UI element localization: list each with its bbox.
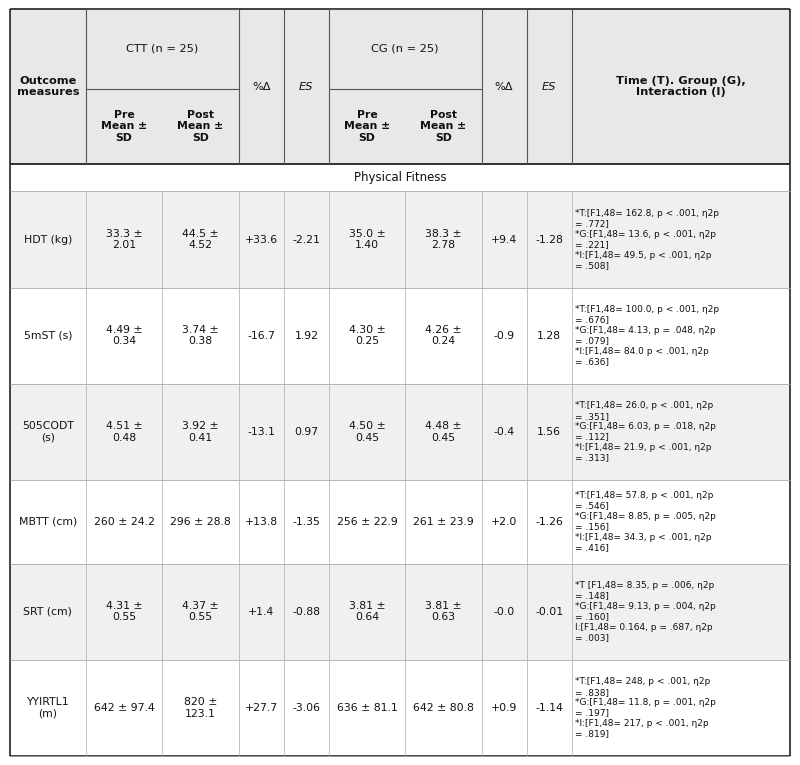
- Text: 3.74 ±
0.38: 3.74 ± 0.38: [182, 325, 218, 347]
- Text: +1.4: +1.4: [248, 607, 274, 617]
- Text: +33.6: +33.6: [245, 235, 278, 245]
- Text: MBTT (cm): MBTT (cm): [18, 516, 77, 527]
- Text: *T:[F1,48= 100.0, p < .001, η2p
= .676]
*G:[F1,48= 4.13, p = .048, η2p
= .079]
*: *T:[F1,48= 100.0, p < .001, η2p = .676] …: [575, 305, 719, 366]
- Bar: [10, 384, 790, 480]
- Text: *T:[F1,48= 57.8, p < .001, η2p
= .546]
*G:[F1,48= 8.85, p = .005, η2p
= .156]
*I: *T:[F1,48= 57.8, p < .001, η2p = .546] *…: [575, 491, 716, 552]
- Text: %Δ: %Δ: [495, 82, 514, 92]
- Text: 4.48 ±
0.45: 4.48 ± 0.45: [425, 421, 462, 443]
- Text: 256 ± 22.9: 256 ± 22.9: [337, 516, 398, 527]
- Text: YYIRTL1
(m): YYIRTL1 (m): [26, 697, 69, 718]
- Text: 3.92 ±
0.41: 3.92 ± 0.41: [182, 421, 218, 443]
- Text: ES: ES: [542, 82, 557, 92]
- Text: 642 ± 97.4: 642 ± 97.4: [94, 703, 154, 713]
- Text: *T [F1,48= 8.35, p = .006, η2p
= .148]
*G:[F1,48= 9.13, p = .004, η2p
= .160]
I:: *T [F1,48= 8.35, p = .006, η2p = .148] *…: [575, 581, 716, 642]
- Bar: [10, 191, 790, 288]
- Text: 1.28: 1.28: [538, 330, 562, 340]
- Text: 4.31 ±
0.55: 4.31 ± 0.55: [106, 601, 142, 623]
- Text: +9.4: +9.4: [491, 235, 518, 245]
- Bar: [10, 564, 790, 659]
- Text: Physical Fitness: Physical Fitness: [354, 171, 446, 184]
- Text: -0.4: -0.4: [494, 427, 514, 437]
- Bar: [10, 288, 790, 384]
- Bar: [10, 164, 790, 191]
- Bar: [10, 480, 790, 564]
- Text: -3.06: -3.06: [292, 703, 320, 713]
- Text: -1.35: -1.35: [292, 516, 320, 527]
- Text: Time (T). Group (G),
Interaction (I): Time (T). Group (G), Interaction (I): [616, 76, 746, 97]
- Text: -2.21: -2.21: [292, 235, 320, 245]
- Text: -1.26: -1.26: [535, 516, 563, 527]
- Bar: [10, 9, 790, 164]
- Text: 4.26 ±
0.24: 4.26 ± 0.24: [425, 325, 462, 347]
- Text: +2.0: +2.0: [491, 516, 518, 527]
- Text: 3.81 ±
0.64: 3.81 ± 0.64: [349, 601, 386, 623]
- Text: 261 ± 23.9: 261 ± 23.9: [413, 516, 474, 527]
- Text: -0.0: -0.0: [494, 607, 514, 617]
- Text: 636 ± 81.1: 636 ± 81.1: [337, 703, 398, 713]
- Text: 4.37 ±
0.55: 4.37 ± 0.55: [182, 601, 218, 623]
- Text: %Δ: %Δ: [252, 82, 270, 92]
- Text: 35.0 ±
1.40: 35.0 ± 1.40: [349, 229, 386, 250]
- Text: HDT (kg): HDT (kg): [23, 235, 72, 245]
- Text: CG (n = 25): CG (n = 25): [371, 44, 439, 54]
- Text: 505CODT
(s): 505CODT (s): [22, 421, 74, 443]
- Text: 260 ± 24.2: 260 ± 24.2: [94, 516, 154, 527]
- Text: 38.3 ±
2.78: 38.3 ± 2.78: [425, 229, 462, 250]
- Text: *T:[F1,48= 26.0, p < .001, η2p
= .351]
*G:[F1,48= 6.03, p = .018, η2p
= .112]
*I: *T:[F1,48= 26.0, p < .001, η2p = .351] *…: [575, 402, 716, 462]
- Text: -0.9: -0.9: [494, 330, 514, 340]
- Text: 3.81 ±
0.63: 3.81 ± 0.63: [425, 601, 462, 623]
- Text: 0.97: 0.97: [294, 427, 318, 437]
- Text: 5mST (s): 5mST (s): [23, 330, 72, 340]
- Text: +13.8: +13.8: [245, 516, 278, 527]
- Text: *T:[F1,48= 162.8, p < .001, η2p
= .772]
*G:[F1,48= 13.6, p < .001, η2p
= .221]
*: *T:[F1,48= 162.8, p < .001, η2p = .772] …: [575, 209, 719, 270]
- Text: *T:[F1,48= 248, p < .001, η2p
= .838]
*G:[F1,48= 11.8, p = .001, η2p
= .197]
*I:: *T:[F1,48= 248, p < .001, η2p = .838] *G…: [575, 677, 716, 738]
- Text: -1.28: -1.28: [535, 235, 563, 245]
- Text: 1.56: 1.56: [538, 427, 562, 437]
- Text: Pre
Mean ±
SD: Pre Mean ± SD: [344, 109, 390, 143]
- Text: 4.50 ±
0.45: 4.50 ± 0.45: [349, 421, 386, 443]
- Text: SRT (cm): SRT (cm): [23, 607, 72, 617]
- Text: 4.30 ±
0.25: 4.30 ± 0.25: [349, 325, 386, 347]
- Text: Outcome
measures: Outcome measures: [17, 76, 79, 97]
- Text: CTT (n = 25): CTT (n = 25): [126, 44, 198, 54]
- Text: +0.9: +0.9: [491, 703, 518, 713]
- Text: 642 ± 80.8: 642 ± 80.8: [413, 703, 474, 713]
- Text: 33.3 ±
2.01: 33.3 ± 2.01: [106, 229, 142, 250]
- Text: 296 ± 28.8: 296 ± 28.8: [170, 516, 231, 527]
- Text: Post
Mean ±
SD: Post Mean ± SD: [178, 109, 223, 143]
- Text: +27.7: +27.7: [245, 703, 278, 713]
- Text: ES: ES: [299, 82, 314, 92]
- Text: Post
Mean ±
SD: Post Mean ± SD: [420, 109, 466, 143]
- Text: -0.88: -0.88: [292, 607, 320, 617]
- Bar: [10, 659, 790, 756]
- Text: -13.1: -13.1: [247, 427, 275, 437]
- Text: 820 ±
123.1: 820 ± 123.1: [184, 697, 217, 718]
- Text: -1.14: -1.14: [535, 703, 563, 713]
- Text: -16.7: -16.7: [247, 330, 275, 340]
- Text: 44.5 ±
4.52: 44.5 ± 4.52: [182, 229, 218, 250]
- Text: -0.01: -0.01: [535, 607, 563, 617]
- Text: 1.92: 1.92: [294, 330, 318, 340]
- Text: Pre
Mean ±
SD: Pre Mean ± SD: [101, 109, 147, 143]
- Text: 4.49 ±
0.34: 4.49 ± 0.34: [106, 325, 142, 347]
- Text: 4.51 ±
0.48: 4.51 ± 0.48: [106, 421, 142, 443]
